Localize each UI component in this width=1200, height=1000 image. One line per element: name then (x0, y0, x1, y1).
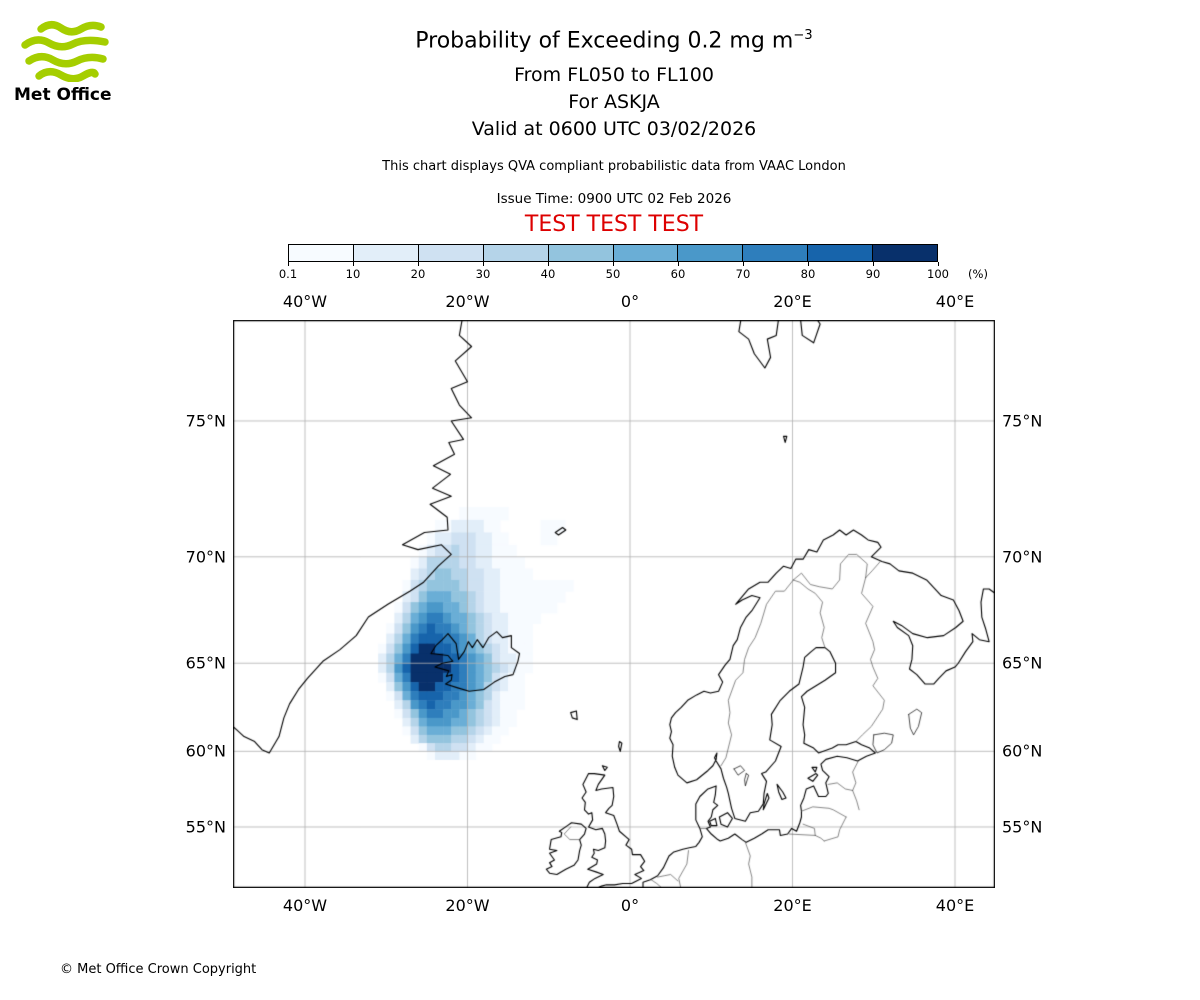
subtitle-volcano: For ASKJA (568, 91, 660, 113)
test-banner: TEST TEST TEST (524, 212, 704, 237)
lon-label-top: 40°E (935, 292, 975, 311)
colorbar-segment (353, 245, 419, 261)
lat-label-right: 60°N (1002, 741, 1043, 761)
lon-label-bottom: 40°W (282, 896, 328, 915)
lat-label-left: 75°N (185, 411, 226, 431)
colorbar (288, 244, 938, 262)
lon-label-top: 40°W (282, 292, 328, 311)
colorbar-tick (678, 262, 679, 266)
lon-label-top: 0° (620, 292, 640, 311)
lon-label-bottom: 20°W (445, 896, 490, 915)
title-main: Probability of Exceeding 0.2 mg m (415, 28, 794, 54)
colorbar-tick-label: 60 (670, 267, 686, 281)
colorbar-tick-label: 50 (605, 267, 621, 281)
colorbar-tick (873, 262, 874, 266)
qva-note: This chart displays QVA compliant probab… (382, 159, 846, 174)
page-title: Probability of Exceeding 0.2 mg m−3 (28, 28, 1200, 53)
met-office-logo: Met Office (14, 20, 126, 105)
colorbar-segment (743, 245, 809, 261)
colorbar-tick (548, 262, 549, 266)
lon-label-bottom: 40°E (935, 896, 975, 915)
colorbar-tick-label: 30 (475, 267, 491, 281)
colorbar-tick (418, 262, 419, 266)
lat-label-left: 70°N (185, 547, 226, 567)
colorbar-tick (353, 262, 354, 266)
lat-label-right: 75°N (1002, 411, 1043, 431)
logo-text: Met Office (14, 85, 112, 105)
lon-label-bottom: 0° (620, 896, 640, 915)
colorbar-segment (289, 245, 354, 261)
lat-label-left: 55°N (185, 817, 226, 837)
colorbar-tick-label: 70 (735, 267, 751, 281)
lon-label-bottom: 20°E (773, 896, 812, 915)
colorbar-tick-label: 20 (410, 267, 426, 281)
colorbar-tick-label: 100 (927, 267, 949, 281)
colorbar-tick-label: 10 (345, 267, 361, 281)
copyright-notice: © Met Office Crown Copyright (60, 962, 257, 977)
lat-label-right: 65°N (1002, 653, 1043, 673)
colorbar-tick (483, 262, 484, 266)
lat-label-right: 70°N (1002, 547, 1043, 567)
colorbar-segment (613, 245, 679, 261)
colorbar-tick (743, 262, 744, 266)
lat-label-right: 55°N (1002, 817, 1043, 837)
map-canvas (233, 320, 995, 888)
colorbar-segment (873, 245, 938, 261)
colorbar-tick (808, 262, 809, 266)
title-superscript: −3 (793, 28, 813, 43)
colorbar-tick-label: 40 (540, 267, 556, 281)
colorbar-segment (548, 245, 614, 261)
colorbar-tick (938, 262, 939, 266)
colorbar-tick (613, 262, 614, 266)
colorbar-segment (678, 245, 744, 261)
colorbar-tick-label: 90 (865, 267, 881, 281)
colorbar-segment (418, 245, 484, 261)
colorbar-unit: (%) (968, 267, 988, 281)
colorbar-segment (808, 245, 874, 261)
colorbar-tick-label: 80 (800, 267, 816, 281)
subtitle-flight-levels: From FL050 to FL100 (514, 64, 714, 86)
lon-label-top: 20°W (445, 292, 490, 311)
lon-label-top: 20°E (773, 292, 812, 311)
lat-label-left: 65°N (185, 653, 226, 673)
colorbar-tick (288, 262, 289, 266)
logo-waves-icon (21, 21, 109, 82)
lat-label-left: 60°N (185, 741, 226, 761)
subtitle-valid-time: Valid at 0600 UTC 03/02/2026 (471, 118, 757, 140)
colorbar-tick-label: 0.1 (278, 267, 298, 281)
issue-time: Issue Time: 0900 UTC 02 Feb 2026 (496, 191, 732, 207)
colorbar-segment (483, 245, 549, 261)
